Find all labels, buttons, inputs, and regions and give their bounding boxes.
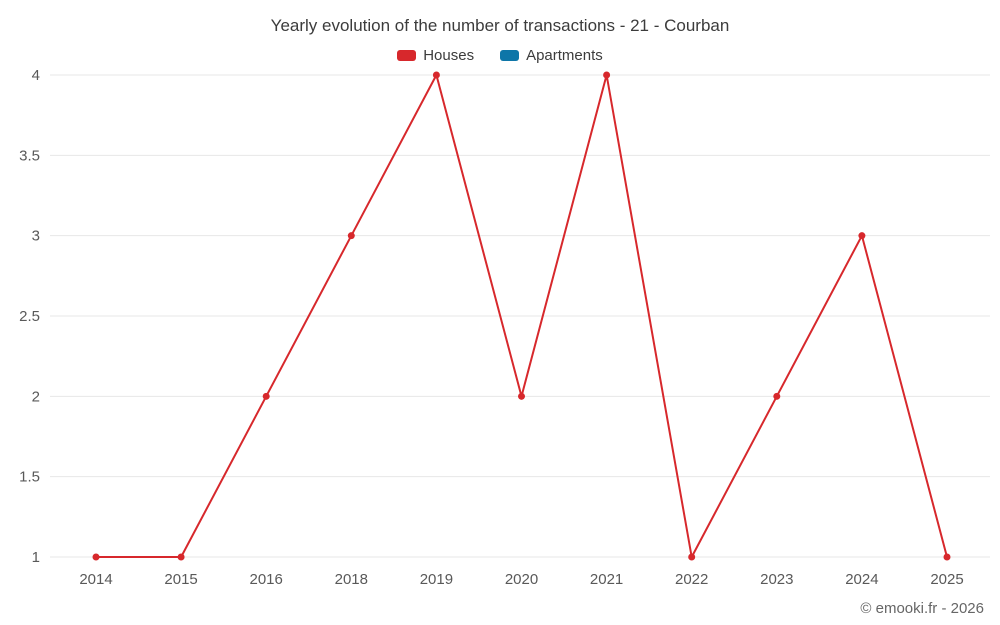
svg-text:2014: 2014	[79, 571, 112, 588]
svg-text:2025: 2025	[930, 571, 963, 588]
svg-text:1.5: 1.5	[19, 469, 40, 486]
houses-legend-swatch-icon	[397, 50, 417, 61]
legend-item-apartments[interactable]: Apartments	[500, 47, 603, 64]
houses-legend-label: Houses	[423, 47, 475, 64]
svg-text:2024: 2024	[845, 571, 878, 588]
svg-text:4: 4	[32, 67, 40, 84]
chart-title: Yearly evolution of the number of transa…	[270, 16, 730, 35]
svg-text:2.5: 2.5	[19, 308, 40, 325]
svg-text:2020: 2020	[505, 571, 538, 588]
svg-text:2016: 2016	[250, 571, 283, 588]
svg-text:1: 1	[32, 549, 40, 566]
apartments-legend-label: Apartments	[526, 47, 603, 64]
svg-text:2019: 2019	[420, 571, 453, 588]
legend-item-houses[interactable]: Houses	[397, 47, 474, 64]
svg-text:3: 3	[32, 228, 40, 245]
chart-legend: Houses Apartments	[0, 47, 1000, 64]
svg-text:2: 2	[32, 388, 40, 405]
apartments-legend-swatch-icon	[500, 50, 520, 61]
svg-text:2015: 2015	[164, 571, 197, 588]
svg-text:2022: 2022	[675, 571, 708, 588]
svg-text:2023: 2023	[760, 571, 793, 588]
svg-text:2021: 2021	[590, 571, 623, 588]
copyright-text: © emooki.fr - 2026	[860, 600, 984, 617]
svg-text:2018: 2018	[335, 571, 368, 588]
svg-text:3.5: 3.5	[19, 147, 40, 164]
